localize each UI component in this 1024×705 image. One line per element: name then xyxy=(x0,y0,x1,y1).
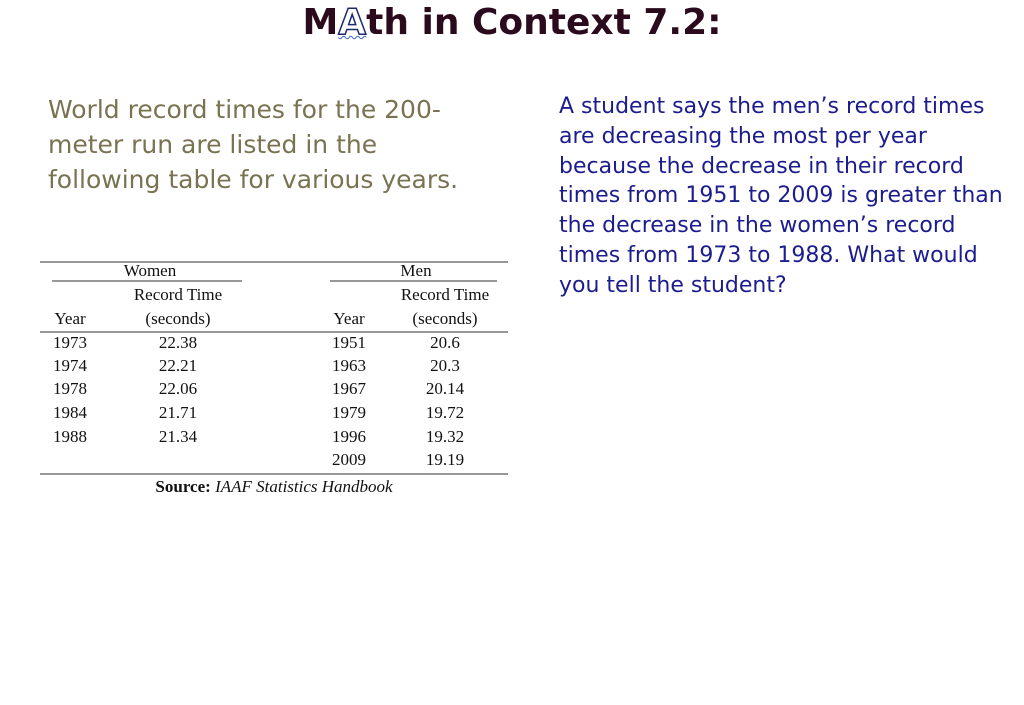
year-cell: 1967 xyxy=(332,379,367,398)
title-end: th in Context 7.2: xyxy=(366,2,722,43)
column-header: Record Time xyxy=(401,285,489,304)
column-header: (seconds) xyxy=(412,309,477,328)
time-cell: 21.71 xyxy=(159,403,197,422)
title-start: M xyxy=(302,2,339,43)
question-text: A student says the men’s record times ar… xyxy=(559,94,1003,298)
year-cell: 2009 xyxy=(332,450,366,469)
time-cell: 19.32 xyxy=(426,427,464,446)
year-cell: 1963 xyxy=(332,356,366,375)
time-cell: 22.38 xyxy=(159,333,197,352)
time-cell: 21.34 xyxy=(159,427,198,446)
source-name: IAAF Statistics Handbook xyxy=(214,477,393,496)
title: MAth in Context 7.2: xyxy=(0,0,1024,46)
time-cell: 20.14 xyxy=(426,379,465,398)
year-cell: 1951 xyxy=(332,333,366,352)
column-header: (seconds) xyxy=(145,309,210,328)
time-cell: 20.6 xyxy=(430,333,460,352)
source-label: Source: xyxy=(155,477,210,496)
table-source: Source: IAAF Statistics Handbook xyxy=(155,477,393,496)
year-cell: 1974 xyxy=(53,356,88,375)
column-header: Year xyxy=(54,309,86,328)
group-header: Women xyxy=(124,261,177,280)
title-logo: A xyxy=(338,1,367,44)
time-cell: 20.3 xyxy=(430,356,460,375)
group-header: Men xyxy=(400,261,432,280)
year-cell: 1996 xyxy=(332,427,366,446)
year-cell: 1973 xyxy=(53,333,87,352)
time-cell: 22.06 xyxy=(159,379,197,398)
year-cell: 1988 xyxy=(53,427,87,446)
column-header: Year xyxy=(333,309,365,328)
time-cell: 22.21 xyxy=(159,356,197,375)
intro-text: World record times for the 200-meter run… xyxy=(48,95,459,194)
year-cell: 1984 xyxy=(53,403,88,422)
column-header: Record Time xyxy=(134,285,222,304)
year-cell: 1979 xyxy=(332,403,366,422)
year-cell: 1978 xyxy=(53,379,87,398)
time-cell: 19.19 xyxy=(426,450,464,469)
time-cell: 19.72 xyxy=(426,403,464,422)
